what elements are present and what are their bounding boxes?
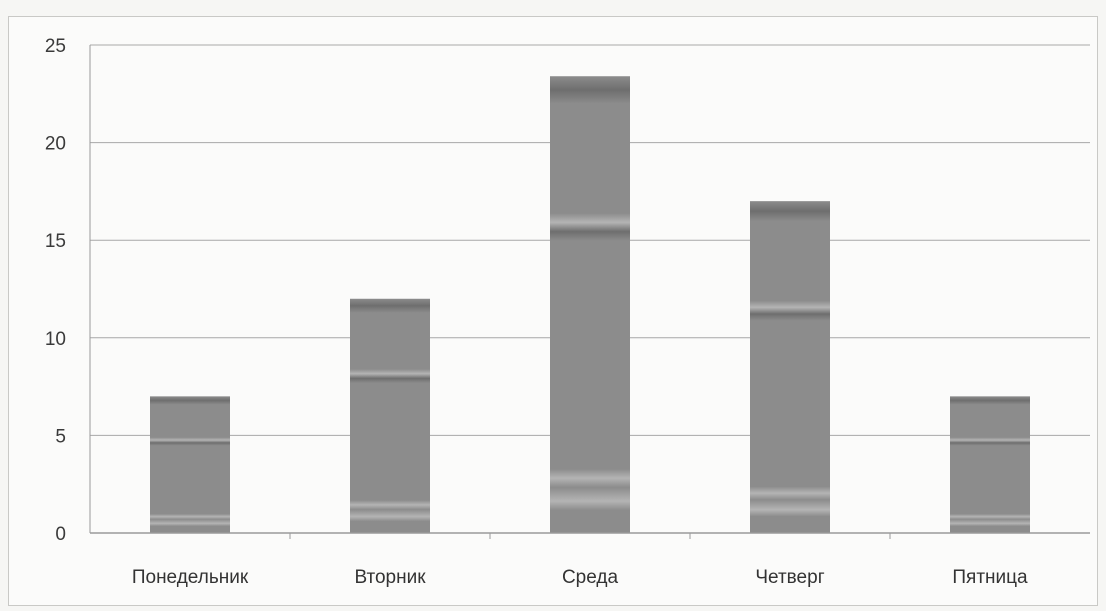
y-tick-label-20: 20 [45,134,66,155]
x-category-label-1: Понедельник [132,567,249,588]
x-category-label-5: Пятница [952,567,1028,588]
y-tick-label-10: 10 [45,329,66,350]
bar-4 [750,201,830,533]
bar-1 [150,396,230,533]
y-tick-label-15: 15 [45,231,66,252]
y-tick-label-25: 25 [45,36,66,57]
x-category-label-2: Вторник [354,567,426,588]
bar-2 [350,298,430,533]
bars [150,76,1030,534]
y-tick-labels: 0 5 10 15 20 25 [45,36,66,545]
x-category-label-3: Среда [562,567,619,588]
bar-3 [550,76,630,534]
y-tick-label-0: 0 [55,524,66,545]
x-category-labels: Понедельник Вторник Среда Четверг Пятница [132,567,1028,588]
bar-5 [950,396,1030,533]
axes [89,45,1090,539]
x-category-label-4: Четверг [755,567,824,588]
y-tick-label-5: 5 [55,426,66,447]
